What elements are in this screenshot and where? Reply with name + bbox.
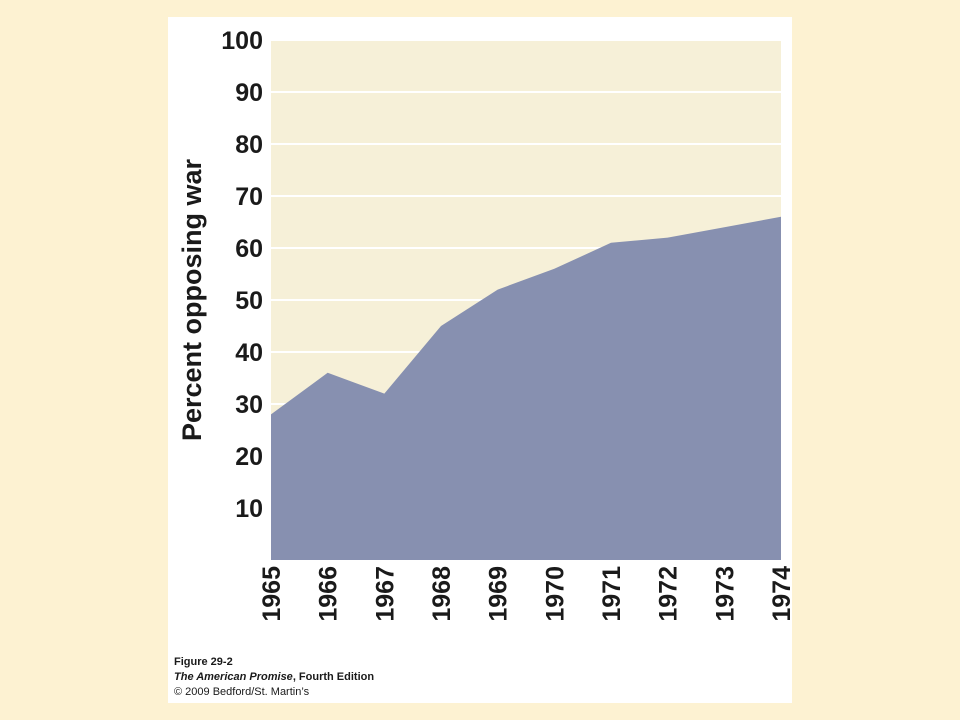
book-edition: , Fourth Edition bbox=[292, 671, 375, 683]
y-tick-label: 50 bbox=[235, 287, 263, 315]
figure-caption: Figure 29-2 The American Promise, Fourth… bbox=[174, 655, 374, 700]
y-tick-label: 90 bbox=[235, 79, 263, 107]
book-title: The American Promise bbox=[174, 671, 293, 683]
y-tick-label: 80 bbox=[235, 131, 263, 159]
x-tick-label: 1967 bbox=[371, 566, 399, 622]
copyright-line: © 2009 Bedford/St. Martin’s bbox=[174, 686, 310, 698]
y-axis-ticks: 10 20 30 40 50 60 70 80 90 100 bbox=[221, 27, 263, 523]
y-tick-label: 20 bbox=[235, 443, 263, 471]
x-tick-label: 1965 bbox=[258, 566, 286, 622]
x-axis-ticks: 1965 1966 1967 1968 1969 1970 1971 1972 1973 1974 bbox=[258, 566, 792, 622]
x-tick-label: 1971 bbox=[598, 566, 626, 622]
y-tick-label: 70 bbox=[235, 183, 263, 211]
y-axis-title: Percent opposing war bbox=[177, 158, 207, 441]
x-tick-label: 1972 bbox=[655, 566, 683, 622]
x-tick-label: 1969 bbox=[485, 566, 513, 622]
y-tick-label: 60 bbox=[235, 235, 263, 263]
book-line: The American Promise, Fourth Edition bbox=[174, 670, 374, 685]
x-tick-label: 1968 bbox=[428, 566, 456, 622]
y-tick-label: 10 bbox=[235, 495, 263, 523]
y-tick-label: 100 bbox=[221, 27, 263, 55]
x-tick-label: 1970 bbox=[541, 566, 569, 622]
y-tick-label: 30 bbox=[235, 391, 263, 419]
x-tick-label: 1973 bbox=[711, 566, 739, 622]
x-tick-label: 1966 bbox=[315, 566, 343, 622]
area-series bbox=[271, 216, 781, 561]
y-tick-label: 40 bbox=[235, 339, 263, 367]
figure-number: Figure 29-2 bbox=[174, 656, 233, 668]
x-tick-label: 1974 bbox=[768, 566, 792, 622]
figure-card: 10 20 30 40 50 60 70 80 90 100 1965 1966 1967 1968 19… bbox=[168, 17, 792, 703]
